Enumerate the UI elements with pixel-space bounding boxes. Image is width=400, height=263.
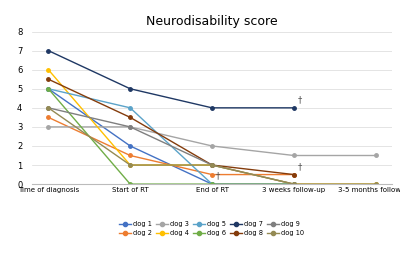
Line: dog 2: dog 2 xyxy=(47,116,296,176)
Line: dog 9: dog 9 xyxy=(47,106,296,186)
dog 7 xyxy=(292,106,296,109)
dog 8 xyxy=(292,173,296,176)
dog 4 xyxy=(373,183,378,186)
dog 5 xyxy=(46,87,51,90)
Line: dog 1: dog 1 xyxy=(47,87,296,186)
dog 5 xyxy=(128,106,132,109)
dog 9 xyxy=(292,183,296,186)
dog 10 xyxy=(46,106,51,109)
Line: dog 6: dog 6 xyxy=(47,87,296,186)
dog 2 xyxy=(210,173,214,176)
dog 9 xyxy=(210,164,214,167)
dog 2 xyxy=(128,154,132,157)
Line: dog 3: dog 3 xyxy=(47,125,377,157)
dog 6 xyxy=(46,87,51,90)
Title: Neurodisability score: Neurodisability score xyxy=(146,15,278,28)
dog 8 xyxy=(46,78,51,81)
dog 2 xyxy=(292,173,296,176)
Line: dog 8: dog 8 xyxy=(47,78,296,176)
dog 2 xyxy=(46,116,51,119)
dog 3 xyxy=(46,125,51,129)
Line: dog 10: dog 10 xyxy=(47,106,377,186)
dog 9 xyxy=(128,125,132,129)
dog 10 xyxy=(210,164,214,167)
dog 3 xyxy=(210,144,214,148)
dog 5 xyxy=(210,183,214,186)
dog 6 xyxy=(210,183,214,186)
dog 3 xyxy=(373,154,378,157)
dog 7 xyxy=(210,106,214,109)
dog 8 xyxy=(128,116,132,119)
dog 7 xyxy=(46,49,51,52)
Text: †: † xyxy=(216,172,220,181)
Text: †: † xyxy=(298,162,302,171)
dog 6 xyxy=(128,183,132,186)
Line: dog 4: dog 4 xyxy=(47,68,377,186)
dog 3 xyxy=(292,154,296,157)
dog 3 xyxy=(128,125,132,129)
dog 1 xyxy=(210,183,214,186)
dog 10 xyxy=(128,164,132,167)
dog 1 xyxy=(46,87,51,90)
Legend: dog 1, dog 2, dog 3, dog 4, dog 5, dog 6, dog 7, dog 8, dog 9, dog 10: dog 1, dog 2, dog 3, dog 4, dog 5, dog 6… xyxy=(120,221,304,236)
Line: dog 5: dog 5 xyxy=(47,87,214,186)
dog 8 xyxy=(210,164,214,167)
dog 9 xyxy=(46,106,51,109)
dog 4 xyxy=(46,68,51,71)
Line: dog 7: dog 7 xyxy=(47,49,296,110)
Text: †: † xyxy=(298,95,302,104)
dog 4 xyxy=(292,183,296,186)
dog 4 xyxy=(210,164,214,167)
dog 1 xyxy=(292,183,296,186)
dog 7 xyxy=(128,87,132,90)
dog 10 xyxy=(373,183,378,186)
dog 1 xyxy=(128,144,132,148)
dog 10 xyxy=(292,183,296,186)
dog 6 xyxy=(292,183,296,186)
dog 4 xyxy=(128,164,132,167)
